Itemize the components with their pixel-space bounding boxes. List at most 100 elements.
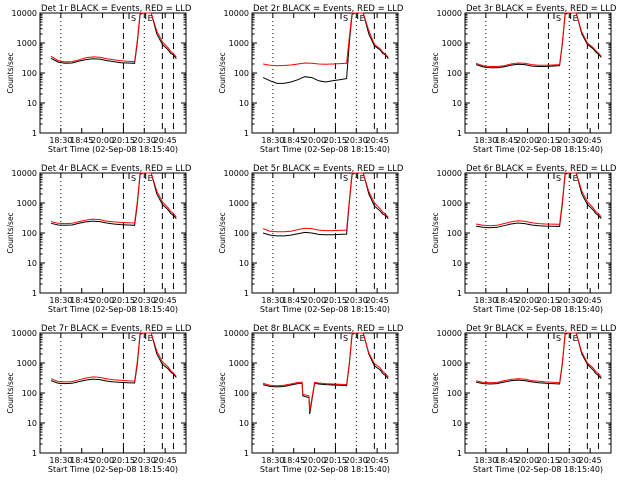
y-tick-label: 100 bbox=[234, 389, 249, 398]
y-tick-label: 10 bbox=[452, 259, 462, 268]
y-tick-label: 1 bbox=[32, 449, 37, 458]
y-tick-label: 10000 bbox=[12, 169, 37, 178]
x-tick-label: 20:30 bbox=[133, 136, 156, 145]
x-tick-label: 20:00 bbox=[303, 136, 326, 145]
x-tick-label: 18:45 bbox=[282, 456, 305, 465]
x-tick-label: 20:15 bbox=[537, 456, 560, 465]
x-tick-label: 18:45 bbox=[70, 456, 93, 465]
panel-2: Det 2r BLACK = Events, RED = LLD 1 10 100 10… bbox=[218, 4, 404, 154]
y-tick-label: 1000 bbox=[229, 199, 249, 208]
panel-4: Det 4r BLACK = Events, RED = LLD 1 10 100 10… bbox=[6, 164, 192, 314]
flag-label: E bbox=[360, 174, 365, 183]
x-tick-label: 18:30 bbox=[49, 456, 72, 465]
y-axis-label: Counts/sec bbox=[6, 52, 15, 93]
panel-1: Det 1r BLACK = Events, RED = LLD 1 10 100 10… bbox=[6, 4, 192, 154]
x-tick-label: 18:30 bbox=[49, 296, 72, 305]
series-events-line bbox=[475, 332, 602, 385]
y-tick-label: 1 bbox=[32, 129, 37, 138]
series-events-line bbox=[262, 332, 389, 415]
x-tick-label: 20:00 bbox=[91, 456, 114, 465]
flag-label: S bbox=[131, 14, 136, 23]
panel-3: Det 3r BLACK = Events, RED = LLD 1 10 100 10… bbox=[431, 4, 617, 154]
x-tick-label: 18:30 bbox=[474, 136, 497, 145]
y-tick-label: 1 bbox=[457, 289, 462, 298]
flag-label: E bbox=[573, 14, 578, 23]
y-axis-label: Counts/sec bbox=[6, 372, 15, 413]
y-tick-label: 10 bbox=[452, 99, 462, 108]
y-tick-label: 1000 bbox=[17, 359, 37, 368]
panel-title: Det 9r BLACK = Events, RED = LLD bbox=[466, 324, 617, 334]
series-lld-line bbox=[50, 12, 177, 63]
plot-frame bbox=[251, 332, 399, 454]
y-tick-label: 10 bbox=[239, 99, 249, 108]
plot-frame bbox=[464, 12, 612, 134]
x-axis-label: Start Time (02-Sep-08 18:15:40) bbox=[473, 305, 603, 314]
flag-label: S bbox=[556, 334, 561, 343]
y-tick-label: 1000 bbox=[229, 39, 249, 48]
x-tick-label: 20:15 bbox=[324, 136, 347, 145]
x-tick-label: 20:15 bbox=[324, 296, 347, 305]
x-tick-label: 20:00 bbox=[303, 456, 326, 465]
y-tick-label: 10 bbox=[239, 259, 249, 268]
x-tick-label: 20:00 bbox=[516, 456, 539, 465]
x-tick-label: 20:45 bbox=[154, 456, 177, 465]
x-tick-label: 18:30 bbox=[49, 136, 72, 145]
y-tick-label: 100 bbox=[22, 229, 37, 238]
panel-9: Det 9r BLACK = Events, RED = LLD 1 10 100 10… bbox=[431, 324, 617, 474]
panel-title: Det 1r BLACK = Events, RED = LLD bbox=[41, 4, 192, 14]
x-tick-label: 18:45 bbox=[282, 136, 305, 145]
flag-label: E bbox=[360, 14, 365, 23]
y-tick-label: 100 bbox=[234, 229, 249, 238]
x-tick-label: 18:45 bbox=[495, 136, 518, 145]
x-tick-label: 18:30 bbox=[474, 456, 497, 465]
y-tick-label: 10000 bbox=[12, 9, 37, 18]
y-tick-label: 100 bbox=[22, 69, 37, 78]
plot-frame bbox=[39, 12, 187, 134]
series-lld-line bbox=[475, 12, 602, 67]
x-tick-label: 20:15 bbox=[112, 136, 135, 145]
y-tick-label: 1000 bbox=[229, 359, 249, 368]
x-tick-label: 18:30 bbox=[261, 136, 284, 145]
x-tick-label: 18:30 bbox=[261, 296, 284, 305]
series-lld-line bbox=[475, 332, 602, 384]
x-tick-label: 18:45 bbox=[495, 456, 518, 465]
x-tick-label: 18:45 bbox=[70, 136, 93, 145]
y-tick-label: 10 bbox=[27, 419, 37, 428]
flag-label: S bbox=[343, 334, 348, 343]
panel-8: Det 8r BLACK = Events, RED = LLD 1 10 100 10… bbox=[218, 324, 404, 474]
x-axis-label: Start Time (02-Sep-08 18:15:40) bbox=[48, 145, 178, 154]
panel-title: Det 3r BLACK = Events, RED = LLD bbox=[466, 4, 617, 14]
flag-label: S bbox=[343, 174, 348, 183]
y-tick-label: 100 bbox=[447, 389, 462, 398]
y-tick-label: 10000 bbox=[437, 329, 462, 338]
x-tick-label: 18:45 bbox=[495, 296, 518, 305]
panel-6: Det 6r BLACK = Events, RED = LLD 1 10 100 10… bbox=[431, 164, 617, 314]
x-tick-label: 20:30 bbox=[345, 456, 368, 465]
y-tick-label: 1000 bbox=[442, 39, 462, 48]
x-tick-label: 20:00 bbox=[91, 296, 114, 305]
x-axis-label: Start Time (02-Sep-08 18:15:40) bbox=[48, 465, 178, 474]
x-tick-label: 20:15 bbox=[112, 456, 135, 465]
flag-label: S bbox=[556, 174, 561, 183]
y-tick-label: 10 bbox=[27, 99, 37, 108]
x-axis-label: Start Time (02-Sep-08 18:15:40) bbox=[48, 305, 178, 314]
y-tick-label: 1 bbox=[32, 289, 37, 298]
series-events-line bbox=[262, 12, 389, 84]
panel-title: Det 2r BLACK = Events, RED = LLD bbox=[253, 4, 404, 14]
y-tick-label: 1 bbox=[457, 449, 462, 458]
series-lld-line bbox=[50, 172, 177, 225]
y-tick-label: 10000 bbox=[224, 329, 249, 338]
series-events-line bbox=[476, 172, 602, 229]
y-tick-label: 10 bbox=[452, 419, 462, 428]
x-axis-label: Start Time (02-Sep-08 18:15:40) bbox=[473, 465, 603, 474]
x-tick-label: 20:00 bbox=[516, 296, 539, 305]
x-axis-label: Start Time (02-Sep-08 18:15:40) bbox=[260, 305, 390, 314]
series-lld-line bbox=[50, 332, 177, 383]
plot-frame bbox=[464, 332, 612, 454]
y-tick-label: 100 bbox=[447, 229, 462, 238]
x-tick-label: 20:45 bbox=[154, 296, 177, 305]
panel-title: Det 6r BLACK = Events, RED = LLD bbox=[466, 164, 617, 174]
y-tick-label: 1000 bbox=[17, 199, 37, 208]
x-tick-label: 20:45 bbox=[579, 456, 602, 465]
y-tick-label: 10000 bbox=[224, 9, 249, 18]
